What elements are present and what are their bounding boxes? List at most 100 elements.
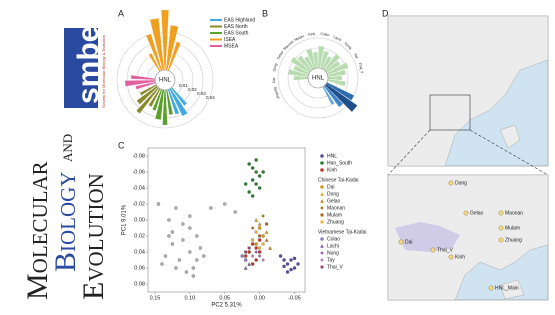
y-tick-label: -0.08 — [132, 153, 145, 159]
ring-label: 0.04 — [206, 95, 215, 100]
leaf-label: Maonan — [283, 39, 295, 50]
point — [244, 250, 248, 254]
branch — [161, 10, 169, 71]
land — [387, 15, 549, 167]
branch — [166, 25, 179, 71]
branch — [169, 88, 188, 116]
land — [499, 124, 521, 149]
site — [430, 247, 436, 253]
point — [181, 238, 185, 242]
ring-label: 0.01 — [179, 83, 188, 88]
point — [174, 206, 178, 210]
point — [177, 258, 182, 262]
branch — [148, 53, 161, 72]
leaf-label: Zhuang — [273, 87, 281, 100]
point — [209, 206, 213, 210]
legend-heading: Chinese Tai-Kadai — [318, 177, 359, 183]
point — [282, 264, 286, 269]
point — [250, 254, 255, 258]
point — [265, 222, 269, 226]
point — [289, 258, 293, 262]
point — [184, 270, 189, 274]
point — [254, 170, 258, 174]
island — [499, 279, 525, 300]
point — [254, 218, 258, 222]
branch — [304, 56, 314, 70]
site — [498, 237, 504, 243]
point — [261, 242, 265, 246]
ring-label: 0.03 — [197, 91, 206, 96]
branch — [324, 54, 340, 72]
branch — [322, 56, 332, 70]
site-label: Maonan — [505, 210, 523, 216]
title-word: and — [56, 134, 76, 162]
point — [233, 210, 237, 214]
point — [202, 254, 206, 258]
legend-label: Dong — [327, 191, 339, 197]
point — [296, 262, 300, 266]
point — [292, 266, 297, 270]
branch — [318, 46, 325, 69]
legend-marker — [320, 185, 324, 189]
y-tick-label: 0.00 — [134, 217, 145, 223]
point — [247, 162, 251, 166]
legend-marker — [320, 237, 324, 241]
point — [198, 246, 203, 250]
branch — [328, 75, 342, 81]
legend-label: Mulam — [327, 212, 342, 218]
point — [264, 238, 269, 242]
point — [264, 230, 269, 234]
center-label: HNL — [159, 78, 172, 84]
branch — [140, 84, 157, 96]
branch — [326, 62, 349, 75]
branch — [326, 82, 354, 101]
legend-marker — [320, 244, 324, 248]
legend-marker — [320, 199, 324, 203]
title-word: Evolution — [77, 173, 110, 300]
point — [247, 190, 251, 194]
site-label: Gelao — [470, 210, 484, 216]
y-tick-label: 0.08 — [134, 281, 145, 287]
site — [448, 180, 454, 186]
legend-label: Gelao — [327, 198, 341, 204]
point — [191, 274, 196, 278]
y-tick-label: 0.02 — [134, 233, 145, 239]
leaf-label: Nung — [344, 41, 353, 50]
point — [282, 258, 286, 262]
panel-label: C — [118, 140, 125, 150]
branch — [146, 34, 163, 71]
legend-label: EAS South — [224, 30, 249, 36]
legend-label: Dai — [327, 184, 335, 190]
site — [398, 239, 404, 245]
connector — [387, 129, 431, 176]
y-axis-label: PC1 9.01% — [122, 204, 128, 235]
branch — [306, 48, 316, 69]
branch — [294, 75, 308, 81]
leaf-label: Dai — [272, 77, 276, 83]
x-tick-label: 0.05 — [219, 295, 230, 301]
point — [254, 258, 258, 262]
point — [257, 254, 262, 258]
point — [170, 242, 175, 246]
branch — [327, 79, 346, 87]
branch — [166, 89, 173, 115]
point — [257, 186, 262, 190]
branch — [135, 82, 156, 90]
point — [250, 178, 255, 182]
branch — [152, 89, 163, 111]
leaf-label: Mulam — [294, 34, 305, 42]
legend-marker — [320, 251, 324, 255]
point — [170, 230, 175, 234]
branch — [327, 69, 346, 77]
point — [243, 266, 248, 270]
logo-box — [64, 28, 98, 108]
branch — [171, 87, 187, 106]
point — [258, 246, 262, 250]
legend-label: Colao — [327, 236, 340, 242]
point — [188, 250, 192, 254]
point — [289, 267, 293, 272]
leaf-label: Lachi — [333, 35, 342, 42]
point — [247, 262, 251, 266]
panel-label: B — [262, 8, 268, 18]
legend-marker — [320, 168, 324, 172]
